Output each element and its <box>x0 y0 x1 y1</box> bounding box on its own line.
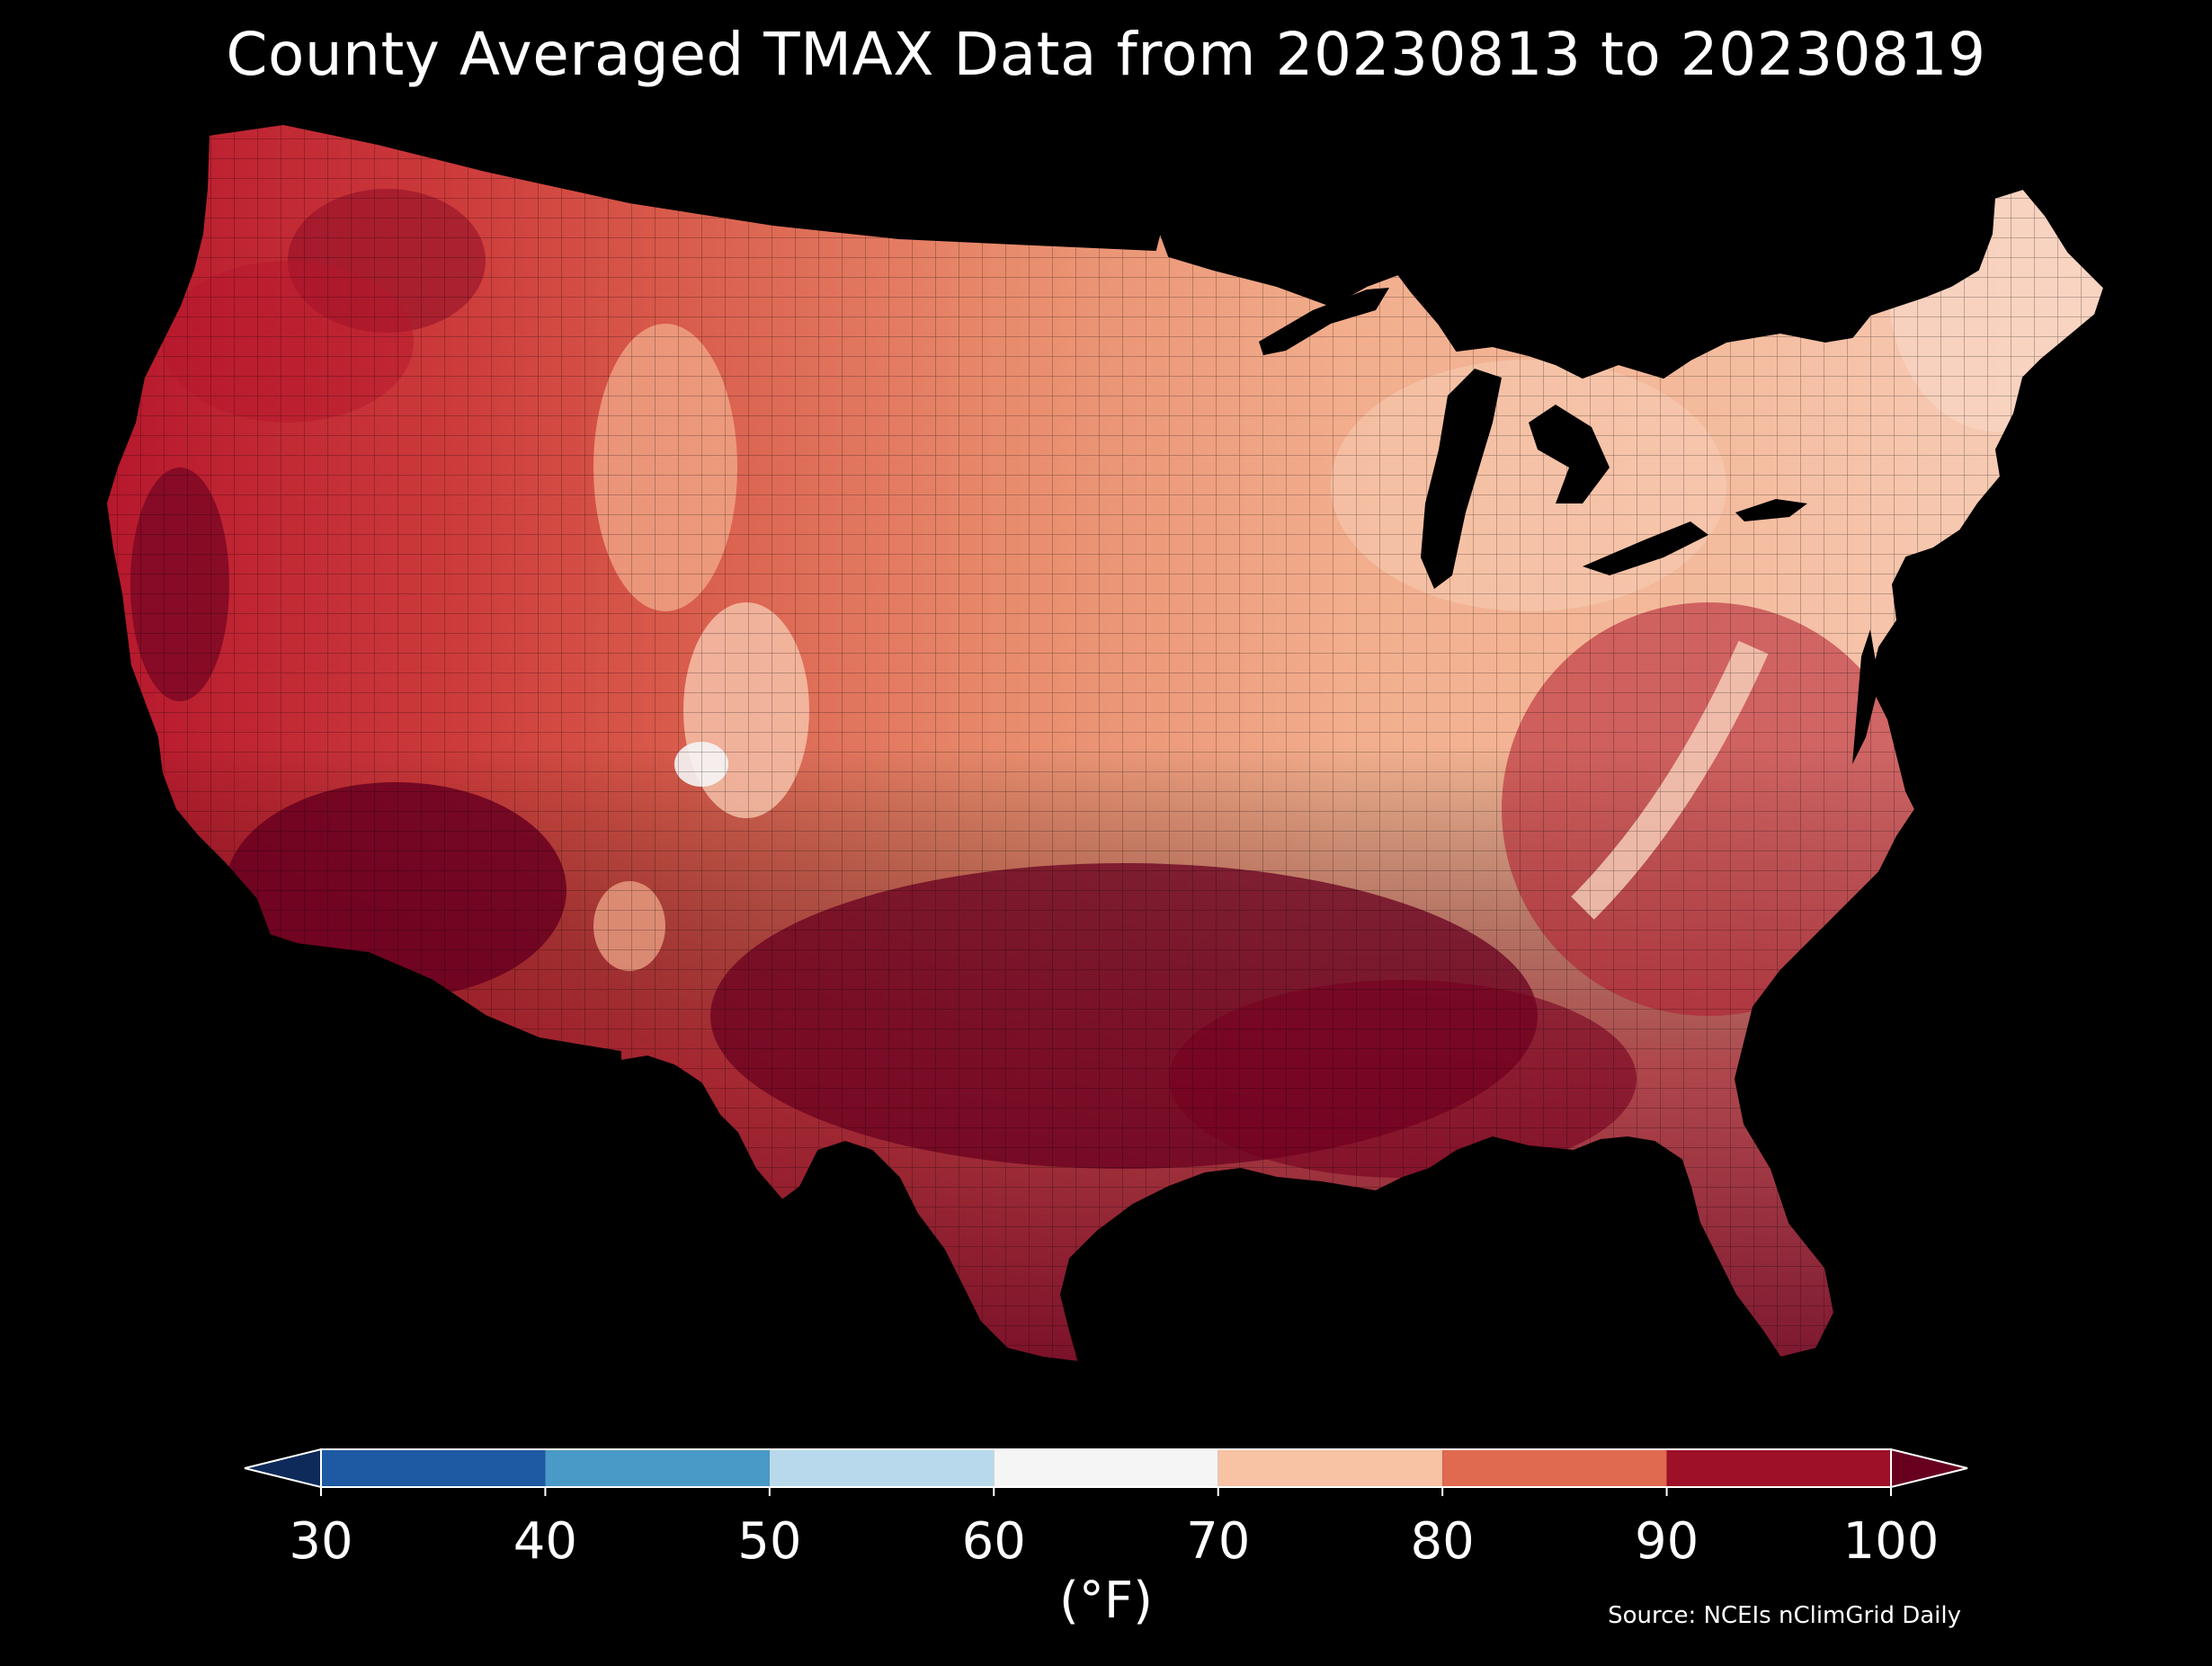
colorbar-tick-label: 90 <box>1635 1512 1699 1571</box>
map-title: County Averaged TMAX Data from 20230813 … <box>226 20 1986 89</box>
colorbar-tick-label: 70 <box>1186 1512 1250 1571</box>
colorbar-tick-label: 30 <box>289 1512 352 1571</box>
colorbar-bin-40-50 <box>545 1449 770 1487</box>
source-note: Source: NCEIs nClimGrid Daily <box>1608 1602 1961 1629</box>
colorbar-frame <box>320 1448 1892 1488</box>
chesapeake-bay <box>1852 629 1879 764</box>
colorbar-tick-label: 80 <box>1411 1512 1475 1571</box>
colorbar-tick-label: 40 <box>513 1512 577 1571</box>
colorbar-bin-90-100 <box>1666 1449 1891 1487</box>
colorbar-under-triangle <box>244 1448 322 1489</box>
colorbar-tick-label: 100 <box>1843 1512 1940 1571</box>
colorbar-bin-50-60 <box>769 1449 995 1487</box>
colorbar-bin-70-80 <box>1217 1449 1443 1487</box>
us-county-choropleth-map <box>105 123 2105 1363</box>
colorbar-tick-label: 50 <box>737 1512 801 1571</box>
colorbar-bin-80-90 <box>1442 1449 1667 1487</box>
colorbar-unit-label: (°F) <box>1059 1572 1153 1630</box>
great-lakes <box>1259 288 1807 589</box>
colorbar-bin-60-70 <box>994 1449 1218 1487</box>
colorbar-tick-label: 60 <box>962 1512 1026 1571</box>
colorbar-bin-30-40 <box>321 1449 546 1487</box>
colorbar-over-triangle <box>1890 1448 1968 1489</box>
